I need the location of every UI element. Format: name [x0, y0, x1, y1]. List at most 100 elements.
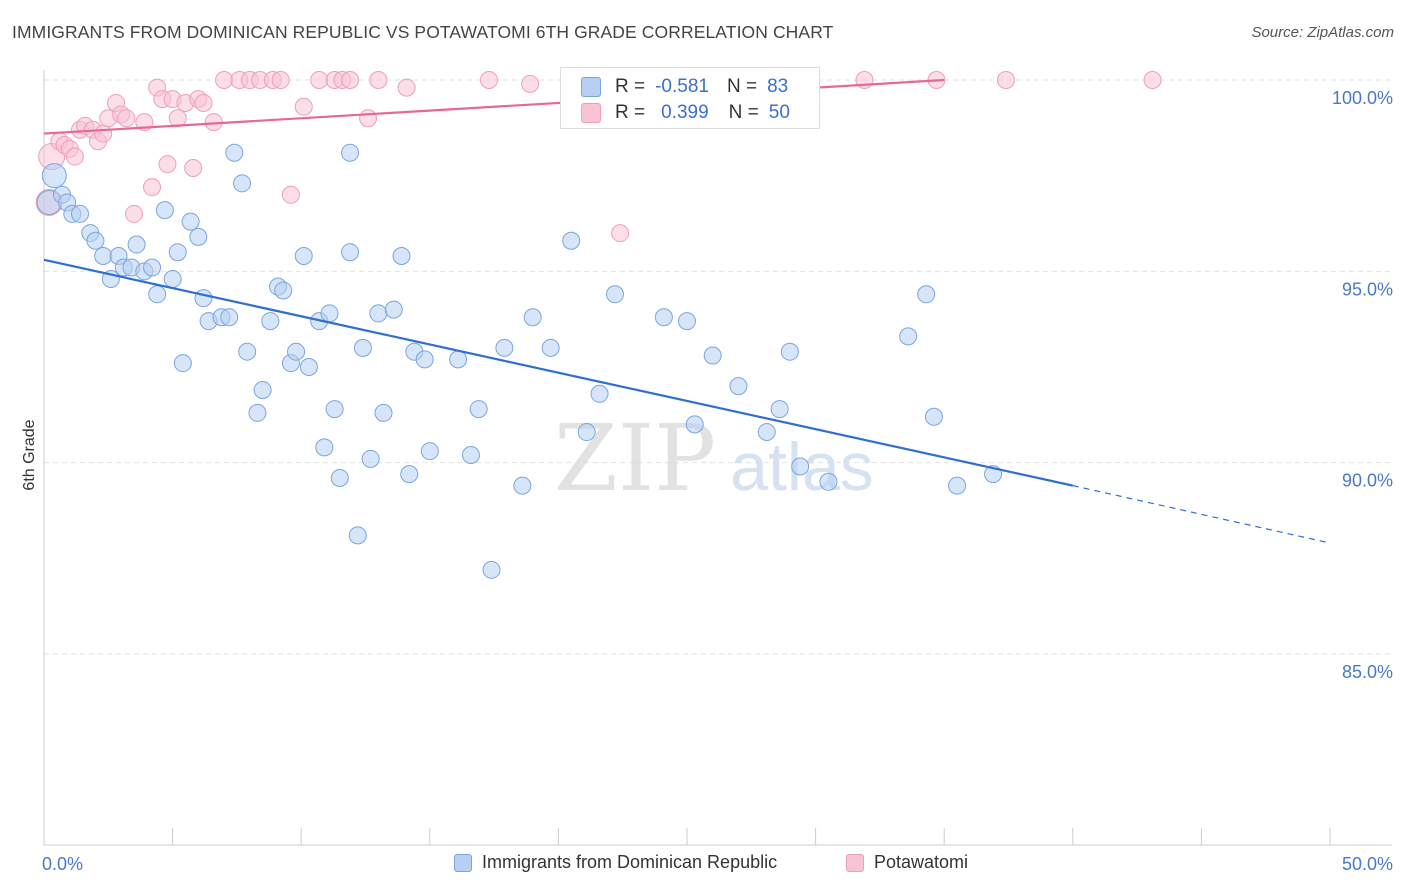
stats-r-value: 0.399 — [661, 102, 709, 123]
dominican-point — [261, 312, 280, 331]
potawatomi-point — [359, 109, 378, 128]
potawatomi-point — [996, 71, 1015, 89]
potawatomi-point — [341, 71, 360, 89]
y-tick-label: 85.0% — [1342, 662, 1393, 682]
dominican-point — [127, 235, 146, 254]
dominican-point — [605, 285, 624, 304]
dominican-point — [654, 308, 673, 327]
dominican-point — [685, 415, 704, 434]
dominican-point — [41, 163, 67, 189]
dominican-point — [791, 457, 810, 476]
dominican-point — [562, 231, 581, 250]
dominican-point — [94, 247, 113, 266]
chart-source: Source: ZipAtlas.com — [1251, 24, 1394, 41]
dominican-point — [369, 304, 388, 323]
dominican-point — [757, 423, 776, 442]
dominican-point — [770, 400, 789, 419]
dominican-point — [71, 204, 90, 223]
y-tick-label: 100.0% — [1332, 88, 1393, 108]
dominican-point — [155, 201, 174, 220]
dominican-point — [384, 300, 403, 319]
dominican-point — [729, 377, 748, 396]
dominican-point — [315, 438, 334, 457]
stats-n-label: N = — [728, 102, 759, 123]
dominican-point — [703, 346, 722, 365]
potawatomi-point — [65, 147, 84, 166]
dominican-point — [590, 384, 609, 403]
dominican-point — [225, 143, 244, 162]
dominican-point — [248, 403, 267, 422]
dominican-point — [819, 472, 838, 491]
watermark: ZIP atlas — [554, 405, 874, 512]
dominican-point — [469, 400, 488, 419]
dominican-point — [400, 465, 419, 484]
dominican-trend-extension — [1072, 485, 1331, 544]
stats-r-label: R = — [615, 76, 646, 97]
dominican-point — [523, 308, 542, 327]
dominican-point — [299, 358, 318, 376]
dominican-trend-line — [43, 258, 1074, 487]
stats-swatch-pink — [581, 103, 601, 123]
dominican-point — [168, 243, 187, 262]
stats-row-potawatomi: R = 0.399 N = 50 — [581, 100, 790, 126]
potawatomi-point — [158, 155, 177, 174]
dominican-point — [341, 243, 360, 262]
dominican-point — [173, 354, 192, 373]
dominican-point — [233, 174, 252, 193]
potawatomi-point — [479, 71, 498, 89]
chart-title: IMMIGRANTS FROM DOMINICAN REPUBLIC VS PO… — [12, 22, 834, 42]
dominican-point — [353, 338, 372, 357]
potawatomi-point — [397, 78, 416, 97]
stats-r-value: -0.581 — [655, 76, 709, 97]
dominican-point — [948, 476, 967, 495]
dominican-point — [924, 407, 943, 426]
dominican-point — [449, 350, 468, 369]
dominican-points — [36, 143, 1003, 579]
dominican-point — [163, 269, 182, 288]
legend-item-potawatomi[interactable]: Potawatomi — [846, 852, 968, 873]
potawatomi-point — [294, 97, 313, 116]
potawatomi-point — [521, 74, 540, 93]
potawatomi-point — [281, 185, 300, 204]
potawatomi-point — [611, 224, 630, 243]
dominican-point — [148, 285, 167, 304]
stats-box: R = -0.581 N = 83 R = 0.399 N = 50 — [560, 67, 820, 129]
potawatomi-point — [184, 159, 203, 178]
stats-r-label: R = — [615, 102, 646, 123]
dominican-point — [220, 308, 239, 327]
potawatomi-point — [125, 204, 144, 223]
dominican-point — [513, 476, 532, 495]
dominican-point — [143, 258, 162, 277]
dominican-point — [541, 338, 560, 357]
x-tick-label: 50.0% — [1342, 854, 1393, 874]
dominican-point — [86, 231, 105, 250]
dominican-point — [577, 423, 596, 442]
dominican-point — [917, 285, 936, 304]
potawatomi-point — [215, 71, 234, 89]
dominican-point — [189, 227, 208, 246]
potawatomi-point — [168, 109, 187, 128]
x-tick-label: 0.0% — [42, 854, 83, 874]
dominican-point — [274, 281, 293, 300]
dominican-point — [461, 446, 480, 465]
potawatomi-point — [1143, 71, 1162, 89]
dominican-point — [348, 526, 367, 545]
dominican-point — [495, 338, 514, 357]
dominican-point — [325, 400, 344, 419]
legend-item-dominican[interactable]: Immigrants from Dominican Republic — [454, 852, 777, 873]
potawatomi-point — [369, 71, 388, 89]
potawatomi-point — [143, 178, 162, 197]
legend-label: Immigrants from Dominican Republic — [482, 852, 778, 872]
legend-swatch-pink — [846, 853, 864, 872]
dominican-point — [374, 403, 393, 422]
potawatomi-point — [117, 109, 136, 128]
dominican-point — [899, 327, 918, 346]
dominican-point — [294, 247, 313, 266]
stats-n-value: 83 — [767, 76, 789, 97]
dominican-point — [320, 304, 339, 323]
dominican-point — [415, 350, 434, 369]
grid-layer — [44, 79, 1392, 655]
dominican-point — [194, 289, 213, 308]
dominican-point — [287, 342, 306, 361]
